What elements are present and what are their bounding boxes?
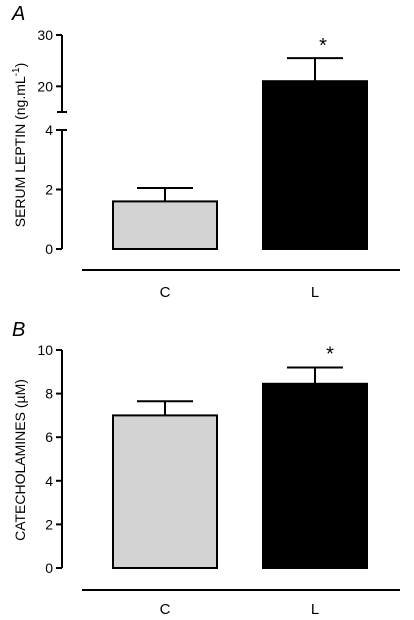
panel-a-tick-label: 4 — [45, 122, 53, 138]
panel-b-category-label: C — [160, 601, 171, 618]
panel-b-tick-label: 8 — [45, 386, 53, 402]
panel-a-tick-label: 30 — [37, 27, 53, 43]
panel-b-tick-label: 0 — [45, 560, 53, 576]
panel-a-bars: * — [112, 35, 368, 250]
panel-a-bar — [262, 80, 368, 250]
panel-a-y-axis-title: SERUM LEPTIN (ng.mL-1) — [11, 63, 28, 228]
panel-a-significance-star: * — [319, 35, 327, 57]
panel-a-bar — [112, 200, 218, 250]
panel-b-y-axis-title: CATECHOLAMINES (µM) — [12, 379, 28, 541]
panel-b-tick-label: 10 — [37, 342, 53, 358]
panel-a-y-axis: 0 2 4 20 30 — [37, 27, 67, 257]
panel-a-category-label: L — [311, 284, 319, 301]
panel-b-y-axis: 0 2 4 6 8 10 — [37, 342, 63, 576]
panel-b-significance-star: * — [326, 343, 334, 365]
panel-b-bar — [112, 414, 218, 569]
panel-b-tick-label: 4 — [45, 473, 53, 489]
panel-b-tick-label: 2 — [45, 516, 53, 532]
panel-b-tick-label: 6 — [45, 429, 53, 445]
panel-a-tick-label: 2 — [45, 182, 53, 198]
panel-b-category-label: L — [311, 601, 319, 618]
panel-b-bar — [262, 382, 368, 570]
panel-a-tick-label: 20 — [37, 78, 53, 94]
panel-a-tick-label: 0 — [45, 241, 53, 257]
panel-a-category-label: C — [160, 284, 171, 301]
panel-a-letter: A — [11, 3, 25, 25]
panel-b-letter: B — [12, 319, 25, 341]
panel-b-bars: * — [112, 343, 368, 570]
